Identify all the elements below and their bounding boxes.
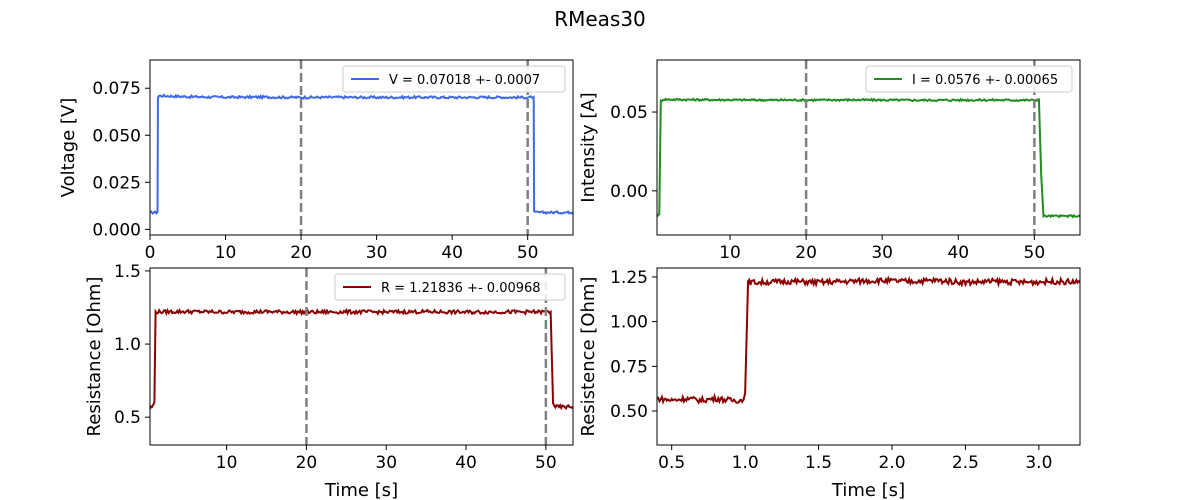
y-tick-label: 1.5 xyxy=(114,262,141,282)
x-tick-label: 20 xyxy=(296,453,318,473)
y-axis-label: Resistence [Ohm] xyxy=(578,277,599,437)
x-tick-label: 1.0 xyxy=(732,453,759,473)
x-tick-label: 10 xyxy=(215,243,237,263)
x-tick-label: 50 xyxy=(517,243,539,263)
legend-entry: V = 0.07018 +- 0.0007 xyxy=(389,73,540,88)
x-tick-label: 30 xyxy=(375,453,397,473)
subplot-3: 10 20 30 40 50 0.5 1.0 1.5 Time [s] Resistance [O… xyxy=(84,262,574,500)
x-tick-label: 30 xyxy=(871,243,893,263)
y-axis-label: Intensity [A] xyxy=(578,92,599,202)
x-tick-label: 0.5 xyxy=(658,453,685,473)
series-line-v-0-07018-0-0007 xyxy=(150,93,573,215)
x-tick-label: 2.5 xyxy=(952,453,979,473)
legend: V = 0.07018 +- 0.0007 xyxy=(342,65,566,93)
x-tick-label: 10 xyxy=(719,243,741,263)
subplot-2: 10 20 30 40 50 0.00 0.05 Intensity [A] I = 0.057… xyxy=(578,59,1081,263)
x-tick-label: 3.0 xyxy=(1025,453,1052,473)
subplot-1: 0 10 20 30 40 50 0.000 0.025 0.050 0.075 Voltage [… xyxy=(58,59,574,263)
y-axis-label: Resistance [Ohm] xyxy=(84,277,105,437)
y-tick-label: 1.00 xyxy=(610,313,648,333)
y-tick-label: 0.000 xyxy=(92,220,141,240)
x-tick-label: 0 xyxy=(145,243,156,263)
x-tick-label: 30 xyxy=(366,243,388,263)
series-line-i-0-0576-0-00065 xyxy=(657,97,1080,219)
y-tick-label: 0.50 xyxy=(610,402,648,422)
x-axis-label: Time [s] xyxy=(324,480,398,500)
x-axis-label: Time [s] xyxy=(831,480,905,500)
x-tick-label: 40 xyxy=(455,453,477,473)
legend-entry: R = 1.21836 +- 0.00968 xyxy=(381,281,541,296)
x-tick-label: 50 xyxy=(535,453,557,473)
figure-title: RMeas30 xyxy=(554,7,646,31)
axes-frame xyxy=(656,267,1081,446)
axes-frame xyxy=(149,267,574,446)
legend-box xyxy=(342,65,566,93)
subplot-grid: 0 10 20 30 40 50 0.000 0.025 0.050 0.075 Voltage [… xyxy=(58,59,1081,500)
x-tick-label: 20 xyxy=(290,243,312,263)
legend-entry: I = 0.0576 +- 0.00065 xyxy=(912,73,1058,88)
y-tick-label: 1.25 xyxy=(610,268,648,288)
y-tick-label: 0.00 xyxy=(610,182,648,202)
x-tick-label: 20 xyxy=(795,243,817,263)
x-tick-label: 2.0 xyxy=(878,453,905,473)
y-tick-label: 0.075 xyxy=(92,79,141,99)
y-tick-label: 1.0 xyxy=(114,335,141,355)
series-line-resistance-zoom xyxy=(657,275,1080,405)
y-tick-label: 0.5 xyxy=(114,408,141,428)
x-tick-label: 10 xyxy=(216,453,238,473)
series-line-r-1-21836-0-00968 xyxy=(150,307,573,411)
y-axis-label: Voltage [V] xyxy=(58,98,79,198)
subplot-4: 0.5 1.0 1.5 2.0 2.5 3.0 0.50 0.75 1.00 1.25 Time [… xyxy=(578,267,1081,500)
x-tick-label: 40 xyxy=(441,243,463,263)
y-tick-label: 0.75 xyxy=(610,357,648,377)
legend-box xyxy=(865,65,1073,93)
y-tick-label: 0.050 xyxy=(92,126,141,146)
axes-frame xyxy=(149,59,574,236)
x-tick-label: 50 xyxy=(1024,243,1046,263)
x-tick-label: 40 xyxy=(947,243,969,263)
axes-frame xyxy=(656,59,1081,236)
y-tick-label: 0.025 xyxy=(92,173,141,193)
x-tick-label: 1.5 xyxy=(805,453,832,473)
y-tick-label: 0.05 xyxy=(610,103,648,123)
legend: R = 1.21836 +- 0.00968 xyxy=(334,273,566,301)
legend: I = 0.0576 +- 0.00065 xyxy=(865,65,1073,93)
legend-box xyxy=(334,273,566,301)
